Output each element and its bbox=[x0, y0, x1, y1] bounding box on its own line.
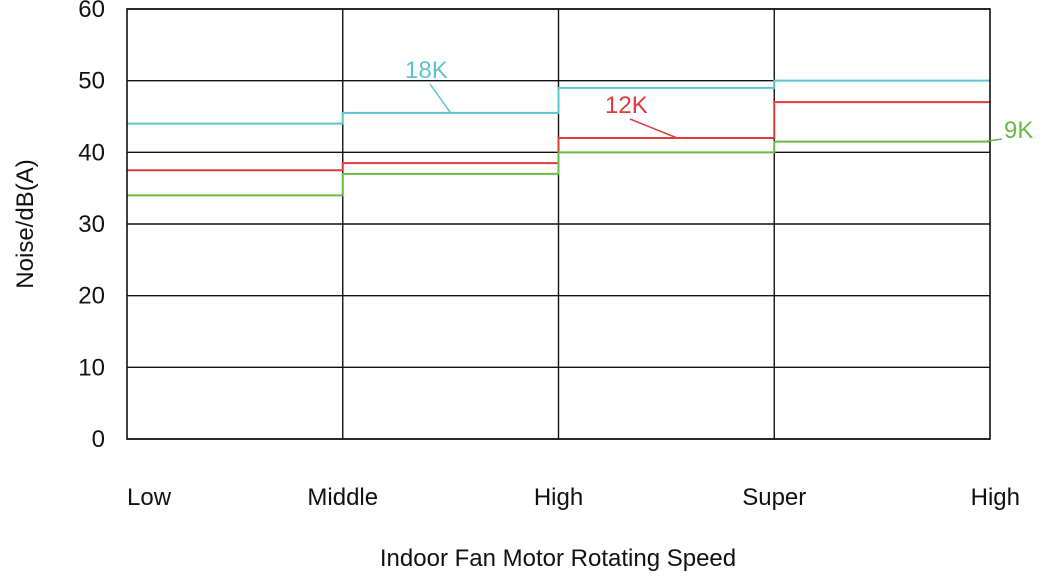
series-lines bbox=[127, 79, 990, 197]
x-tick-label: High bbox=[534, 484, 583, 511]
series-label-12k: 12K bbox=[605, 92, 648, 119]
series-label-18k: 18K bbox=[405, 57, 448, 84]
x-tick-label: Super bbox=[742, 484, 806, 511]
series-line-18k bbox=[127, 79, 990, 125]
y-tick-label: 0 bbox=[92, 426, 105, 453]
series-line-9k bbox=[127, 140, 990, 197]
y-tick-label: 60 bbox=[78, 0, 105, 23]
y-tick-label: 10 bbox=[78, 354, 105, 381]
x-axis-label: Indoor Fan Motor Rotating Speed bbox=[380, 545, 736, 572]
series-leader-line bbox=[629, 118, 678, 139]
x-axis-ticks: Low Middle High Super High bbox=[127, 484, 1020, 511]
series-labels: 18K 12K 9K bbox=[405, 57, 1033, 144]
y-axis-label: Noise/dB(A) bbox=[12, 159, 39, 288]
y-axis-ticks: 0 10 20 30 40 50 60 bbox=[78, 0, 105, 453]
series-label-9k: 9K bbox=[1004, 117, 1033, 144]
x-tick-label: Low bbox=[127, 484, 172, 511]
y-tick-label: 20 bbox=[78, 283, 105, 310]
y-tick-label: 40 bbox=[78, 139, 105, 166]
x-tick-label: High bbox=[971, 484, 1020, 511]
series-leader-line bbox=[983, 138, 1003, 143]
plot-frame bbox=[126, 8, 991, 440]
series-leader-line bbox=[429, 83, 452, 114]
y-tick-label: 30 bbox=[78, 211, 105, 238]
grid-lines bbox=[127, 8, 990, 440]
series-line-12k bbox=[127, 101, 990, 172]
y-tick-label: 50 bbox=[78, 68, 105, 95]
x-tick-label: Middle bbox=[307, 484, 378, 511]
